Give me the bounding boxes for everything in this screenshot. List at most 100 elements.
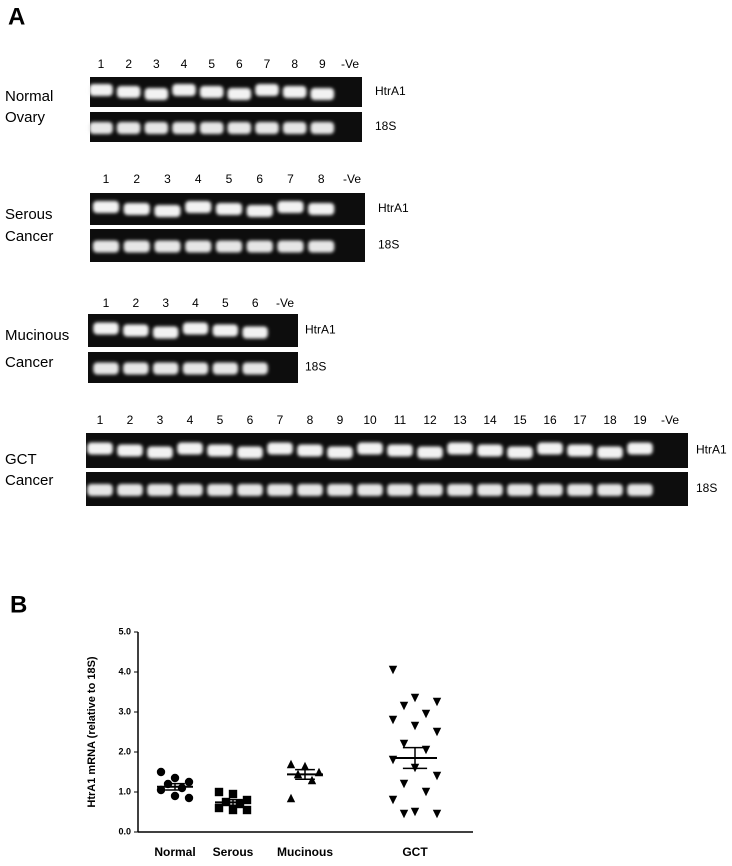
band [185,201,212,213]
lane-label: 1 [103,296,110,310]
point [432,697,442,707]
band [144,88,169,100]
bands [87,442,653,459]
band [297,484,323,496]
point [388,665,398,675]
band [507,446,533,459]
band [154,240,181,253]
x-tick-label: GCT [402,845,428,859]
band [627,442,653,455]
row-label: 18S [696,481,717,495]
point [170,773,180,783]
lane-label: 5 [208,57,215,71]
bands [89,84,335,100]
row-label: HtrA1 [378,201,409,215]
band [117,444,143,457]
lane-label: 4 [187,413,194,427]
point [156,785,166,795]
band [237,484,263,496]
band [477,484,503,496]
band [417,446,443,459]
band [242,326,268,339]
lane-label: 14 [483,413,497,427]
point [184,777,194,787]
point [307,775,317,785]
band [93,362,119,375]
lane-label: 19 [633,413,647,427]
band [310,88,335,100]
point [170,791,180,801]
band [627,484,653,496]
lane-label: 3 [164,172,171,186]
gel-name: Cancer [5,354,53,371]
lane-label: 6 [236,57,243,71]
band [567,484,593,496]
lane-label: 8 [291,57,298,71]
band [182,322,209,335]
band [89,84,113,96]
gel-name: Normal [5,88,53,105]
band [207,444,233,457]
y-tick-label: 1.0 [118,786,131,796]
band [357,442,383,455]
band [237,446,263,459]
band [123,362,149,375]
lane-label: 7 [264,57,271,71]
row-label: HtrA1 [305,323,336,337]
band [89,122,113,134]
gel-name: GCT [5,451,37,468]
lane-label: 5 [222,296,229,310]
lane-label: 2 [132,296,139,310]
lane-label: 9 [337,413,344,427]
point [399,739,409,749]
band [215,240,243,253]
band [255,122,279,134]
band [172,84,196,96]
band [87,442,113,455]
lane-label: 4 [181,57,188,71]
point [300,761,310,771]
band [277,240,304,253]
lane-label: 3 [153,57,160,71]
band [152,362,179,375]
point [177,783,187,793]
point [421,709,431,719]
band [199,122,224,134]
point [410,693,420,703]
band [116,122,141,134]
lane-label: 7 [277,413,284,427]
lane-label: 17 [573,413,587,427]
point [214,787,224,797]
bands [93,362,268,375]
y-tick-label: 3.0 [118,706,131,716]
lane-label: 5 [226,172,233,186]
band [172,122,196,134]
x-tick-label: Mucinous [277,845,333,859]
point [399,701,409,711]
gel-name: Mucinous [5,327,69,344]
band [255,84,279,96]
band [144,122,169,134]
lane-label: 4 [192,296,199,310]
band [387,444,413,457]
band [447,484,473,496]
row-label: HtrA1 [375,84,406,98]
point [432,771,442,781]
band [92,201,120,213]
point [432,809,442,819]
band [597,484,623,496]
band [267,442,293,455]
band [177,484,203,496]
band [246,240,273,253]
band [116,86,141,98]
lane-label: 11 [394,413,407,427]
band [212,324,239,337]
lane-label: 2 [127,413,134,427]
lane-label: 9 [319,57,326,71]
row-label: 18S [378,238,399,252]
band [477,444,503,457]
band [282,122,307,134]
band [308,240,335,253]
lane-label: 6 [247,413,254,427]
